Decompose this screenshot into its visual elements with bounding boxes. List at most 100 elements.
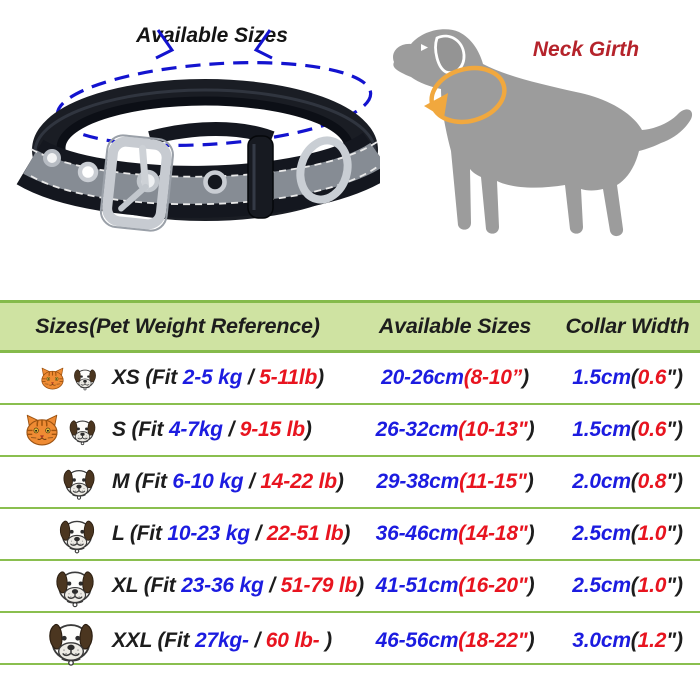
dog-ear — [434, 34, 466, 75]
available-sizes-cell: 41-51cm(16-20") — [355, 574, 555, 598]
girth-cm: 41-51cm — [375, 574, 459, 597]
weight-kg: 10-23 kg — [167, 522, 256, 545]
paren: ") — [666, 629, 683, 652]
width-in: 0.6 — [637, 366, 667, 389]
cat-icon — [39, 365, 66, 392]
size-code: L (Fit — [112, 522, 168, 545]
girth-in: (18-22" — [458, 629, 528, 652]
paren: ) — [527, 629, 535, 652]
collar-width-cell: 1.5cm(0.6") — [555, 366, 700, 390]
header-collar-width: Collar Width — [565, 314, 690, 338]
paren: ( — [630, 574, 638, 597]
available-sizes-cell: 36-46cm(14-18") — [355, 522, 555, 546]
weight-kg: 6-10 kg — [172, 470, 250, 493]
width-in: 0.8 — [637, 470, 667, 493]
header-available-sizes: Available Sizes — [378, 314, 532, 338]
paren: ) — [522, 366, 529, 389]
collar-keeper — [247, 135, 274, 219]
row-icons — [0, 411, 112, 449]
weight-lb: 60 lb- — [265, 629, 326, 652]
dog-icon — [71, 364, 99, 392]
weight-lb: 5-11lb — [259, 366, 318, 389]
neck-girth-label: Neck Girth — [533, 38, 639, 61]
paren: ) — [526, 470, 534, 493]
row-icons — [0, 613, 112, 669]
paren: ") — [666, 470, 683, 493]
size-code: M (Fit — [112, 470, 173, 493]
table-row-l: L (Fit 10-23 kg / 22-51 lb) 36-46cm(14-1… — [0, 509, 700, 561]
collar-grommets — [43, 149, 227, 194]
width-in: 0.6 — [637, 418, 667, 441]
size-weight-cell: L (Fit 10-23 kg / 22-51 lb) — [112, 522, 355, 546]
slash: / — [228, 418, 240, 441]
size-code: XS (Fit — [112, 366, 183, 389]
dog-icon — [51, 562, 99, 610]
paren: ) — [325, 629, 332, 652]
header-sizes: Sizes(Pet Weight Reference) — [35, 314, 320, 338]
paren: ) — [357, 574, 364, 597]
table-row-m: M (Fit 6-10 kg / 14-22 lb) 29-38cm(11-15… — [0, 457, 700, 509]
size-weight-cell: XS (Fit 2-5 kg / 5-11lb) — [112, 366, 355, 390]
size-weight-cell: S (Fit 4-7kg / 9-15 lb) — [112, 418, 355, 442]
paren: ( — [630, 522, 638, 545]
width-cm: 2.5cm — [572, 574, 631, 597]
girth-in: (14-18" — [458, 522, 528, 545]
collar-width-cell: 1.5cm(0.6") — [555, 418, 700, 442]
available-sizes-cell: 26-32cm(10-13") — [355, 418, 555, 442]
girth-cm: 36-46cm — [375, 522, 459, 545]
row-icons — [0, 462, 112, 502]
girth-in: (10-13" — [458, 418, 528, 441]
size-weight-cell: XXL (Fit 27kg- / 60 lb- ) — [112, 629, 355, 653]
paren: ( — [630, 366, 638, 389]
slash: / — [254, 629, 266, 652]
paren: ( — [630, 470, 638, 493]
collar-d-ring — [296, 136, 352, 204]
dog-icon — [43, 613, 99, 669]
girth-cm: 26-32cm — [375, 418, 459, 441]
paren: ") — [666, 522, 683, 545]
paren: ( — [630, 629, 638, 652]
width-cm: 3.0cm — [572, 629, 631, 652]
row-icons — [0, 562, 112, 610]
hero-section: Available Sizes Neck Girth — [0, 0, 700, 300]
width-cm: 2.0cm — [572, 470, 631, 493]
width-in: 1.0 — [637, 574, 667, 597]
available-sizes-cell: 29-38cm(11-15") — [355, 470, 555, 494]
collar-width-cell: 3.0cm(1.2") — [555, 629, 700, 653]
paren: ) — [527, 574, 535, 597]
callout-arrow-icons — [155, 29, 273, 60]
collar-width-cell: 2.5cm(1.0") — [555, 522, 700, 546]
girth-cm: 20-26cm — [381, 366, 464, 389]
paren: ) — [317, 366, 324, 389]
available-sizes-callout: Available Sizes — [135, 24, 288, 47]
collar-photo: Available Sizes — [16, 20, 380, 232]
dog-icon — [55, 512, 99, 556]
slash: / — [269, 574, 281, 597]
paren: ) — [343, 522, 351, 545]
dog-icon — [59, 462, 99, 502]
cat-icon — [23, 411, 61, 449]
paren: ) — [527, 418, 535, 441]
table-header: Sizes(Pet Weight Reference) Available Si… — [0, 300, 700, 353]
weight-kg: 27kg- — [194, 629, 255, 652]
girth-in: (8-10” — [463, 366, 523, 389]
girth-in: (16-20" — [458, 574, 528, 597]
weight-lb: 51-79 lb — [280, 574, 358, 597]
slash: / — [249, 470, 261, 493]
girth-cm: 29-38cm — [376, 470, 460, 493]
size-weight-cell: M (Fit 6-10 kg / 14-22 lb) — [112, 470, 355, 494]
size-weight-cell: XL (Fit 23-36 kg / 51-79 lb) — [112, 574, 364, 598]
width-cm: 2.5cm — [572, 522, 631, 545]
size-table: Sizes(Pet Weight Reference) Available Si… — [0, 300, 700, 665]
table-row-s: S (Fit 4-7kg / 9-15 lb) 26-32cm(10-13") … — [0, 405, 700, 457]
paren: ") — [666, 366, 683, 389]
collar-buckle — [99, 134, 174, 232]
weight-kg: 4-7kg — [168, 418, 229, 441]
table-row-xxl: XXL (Fit 27kg- / 60 lb- ) 46-56cm(18-22"… — [0, 613, 700, 665]
slash: / — [255, 522, 267, 545]
available-sizes-cell: 46-56cm(18-22") — [355, 629, 555, 653]
row-icons — [0, 512, 112, 556]
dog-eye — [421, 44, 428, 51]
dog-neck-diagram: Neck Girth — [393, 29, 693, 237]
